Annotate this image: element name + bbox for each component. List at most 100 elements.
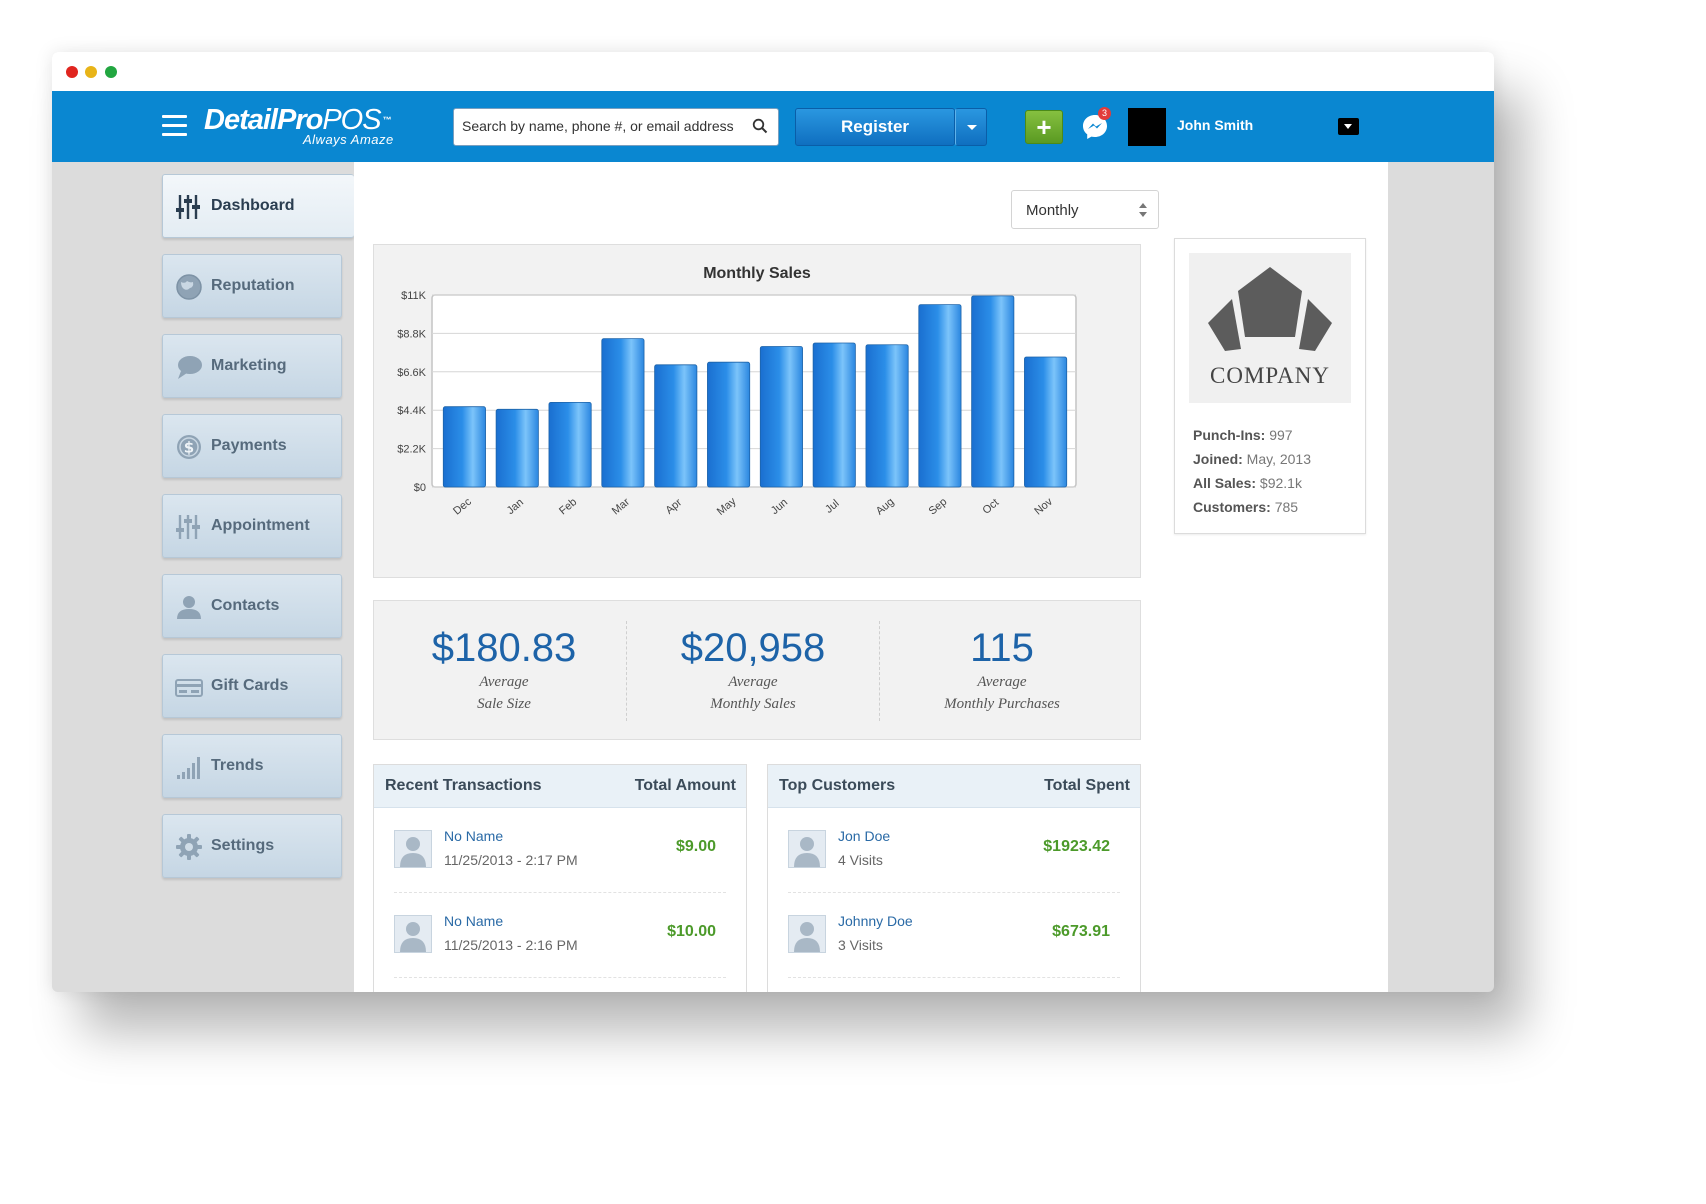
transaction-row[interactable]: No Name 11/25/2013 - 2:17 PM $9.00 <box>394 808 726 893</box>
search-input[interactable] <box>454 109 756 143</box>
chart-bar[interactable] <box>1024 356 1068 488</box>
y-tick-label: $6.6K <box>397 367 426 379</box>
x-tick-label: Feb <box>557 496 579 517</box>
messenger-icon[interactable] <box>1080 112 1110 142</box>
hamburger-menu-icon[interactable] <box>162 115 187 137</box>
stat-caption: Average <box>728 674 778 690</box>
period-select[interactable]: Monthly <box>1011 190 1159 229</box>
divider <box>879 621 880 721</box>
chart-canvas: $0 $2.2K $4.4K $6.6K $8.8K $11K Dec Jan Feb Mar Ap… <box>397 290 1077 518</box>
customer-total-spent: $673.91 <box>1052 923 1110 940</box>
search-icon[interactable] <box>752 118 768 139</box>
stat-value: 115 <box>970 626 1034 670</box>
stat-average-monthly-purchases: 115 Average Monthly Purchases <box>872 625 1132 715</box>
transaction-customer-name[interactable]: No Name <box>444 828 504 844</box>
y-tick-label: $8.8K <box>397 328 426 340</box>
customer-row[interactable]: Johnny Doe 3 Visits $673.91 <box>788 893 1120 978</box>
x-tick-label: Jul <box>823 498 841 516</box>
chart-title: Monthly Sales <box>703 265 811 282</box>
chart-bar[interactable] <box>707 361 751 488</box>
sidebar-item-settings[interactable]: Settings <box>162 814 342 878</box>
sidebar-item-label: Trends <box>211 757 264 774</box>
stat-value: May, 2013 <box>1246 451 1312 467</box>
sliders-icon <box>175 193 203 221</box>
sidebar-item-marketing[interactable]: Marketing <box>162 334 342 398</box>
transaction-datetime: 11/25/2013 - 2:17 PM <box>444 852 578 868</box>
transaction-customer-name[interactable]: No Name <box>444 913 504 929</box>
person-icon <box>175 593 203 621</box>
stats-summary: $180.83 Average Sale Size $20,958 Averag… <box>373 600 1141 740</box>
panel-header: Top Customers Total Spent <box>768 765 1140 808</box>
chart-bar[interactable] <box>971 295 1015 488</box>
stat-caption: Average <box>977 674 1027 690</box>
chart-bar[interactable] <box>812 342 856 488</box>
chart-bar[interactable] <box>495 408 539 488</box>
sidebar-item-reputation[interactable]: Reputation <box>162 254 342 318</box>
y-tick-label: $11K <box>401 290 427 302</box>
minimize-window-icon[interactable] <box>85 66 97 78</box>
stat-caption: Average <box>479 674 529 690</box>
sidebar-item-label: Contacts <box>211 597 280 614</box>
transaction-row[interactable]: No Name 11/25/2013 - 2:16 PM $10.00 <box>394 893 726 978</box>
dollar-coin-icon: $ <box>175 433 203 461</box>
panel-header: Recent Transactions Total Amount <box>374 765 746 808</box>
transaction-amount: $9.00 <box>675 838 716 855</box>
stat-label: Customers: <box>1193 499 1271 515</box>
sidebar-item-gift-cards[interactable]: Gift Cards <box>162 654 342 718</box>
recent-transactions-panel: Recent Transactions Total Amount No Name… <box>373 764 747 992</box>
add-new-button[interactable]: + <box>1025 110 1063 144</box>
chart-bar[interactable] <box>442 406 486 488</box>
sidebar-item-label: Dashboard <box>211 197 295 214</box>
user-avatar[interactable] <box>1128 108 1166 146</box>
x-tick-label: Sep <box>927 496 950 518</box>
register-dropdown-chevron-icon[interactable] <box>955 108 987 146</box>
customer-total-spent: $1923.42 <box>1043 838 1110 855</box>
period-select-value: Monthly <box>1026 202 1079 219</box>
register-button[interactable]: Register <box>795 108 955 146</box>
user-name[interactable]: John Smith <box>1177 117 1254 133</box>
maximize-window-icon[interactable] <box>105 66 117 78</box>
sidebar-item-trends[interactable]: Trends <box>162 734 342 798</box>
company-card: COMPANY Punch-Ins: 997 Joined: May, 2013… <box>1174 238 1366 534</box>
chart-bar[interactable] <box>918 304 962 488</box>
sidebar-item-dashboard[interactable]: Dashboard <box>162 174 366 238</box>
logo-trademark: ™ <box>382 115 392 125</box>
app-logo[interactable]: DetailProPOS ™ Always Amaze <box>204 105 394 147</box>
close-window-icon[interactable] <box>66 66 78 78</box>
sidebar-item-label: Marketing <box>211 357 287 374</box>
customer-row[interactable]: Jon Doe 4 Visits $1923.42 <box>788 808 1120 893</box>
sidebar-item-contacts[interactable]: Contacts <box>162 574 342 638</box>
sort-arrows-icon <box>1138 201 1148 224</box>
sidebar-item-appointment[interactable]: Appointment <box>162 494 342 558</box>
chart-bar[interactable] <box>865 344 909 488</box>
divider <box>626 621 627 721</box>
y-tick-label: $2.2K <box>397 444 426 456</box>
customer-name[interactable]: Jon Doe <box>838 828 891 844</box>
chart-bar[interactable] <box>759 346 803 488</box>
sidebar-item-payments[interactable]: $ Payments <box>162 414 342 478</box>
top-customers-panel: Top Customers Total Spent Jon Doe 4 Visi… <box>767 764 1141 992</box>
company-stat-punch-ins: Punch-Ins: 997 <box>1193 423 1311 447</box>
stat-value: $180.83 <box>431 626 577 670</box>
crown-logo-icon <box>1208 267 1332 351</box>
user-menu-chevron-down-icon[interactable] <box>1338 118 1359 135</box>
person-avatar-icon <box>788 830 826 868</box>
company-stat-all-sales: All Sales: $92.1k <box>1193 471 1311 495</box>
chart-bar[interactable] <box>601 338 645 488</box>
chart-bar[interactable] <box>654 364 698 488</box>
sliders-icon <box>175 513 203 541</box>
chart-bar[interactable] <box>548 401 592 488</box>
x-tick-label: Mar <box>610 496 632 518</box>
stat-value: 997 <box>1269 427 1293 443</box>
sidebar-item-label: Payments <box>211 437 287 454</box>
logo-text: DetailPro <box>204 104 323 136</box>
customer-name[interactable]: Johnny Doe <box>838 913 913 929</box>
stat-caption: Monthly Sales <box>710 696 796 712</box>
person-avatar-icon <box>394 915 432 953</box>
stat-label: All Sales: <box>1193 475 1257 491</box>
column-header-amount: Total Amount <box>634 777 736 794</box>
stat-label: Punch-Ins: <box>1193 427 1266 443</box>
x-tick-label: May <box>715 495 739 518</box>
company-stat-customers: Customers: 785 <box>1193 495 1311 519</box>
